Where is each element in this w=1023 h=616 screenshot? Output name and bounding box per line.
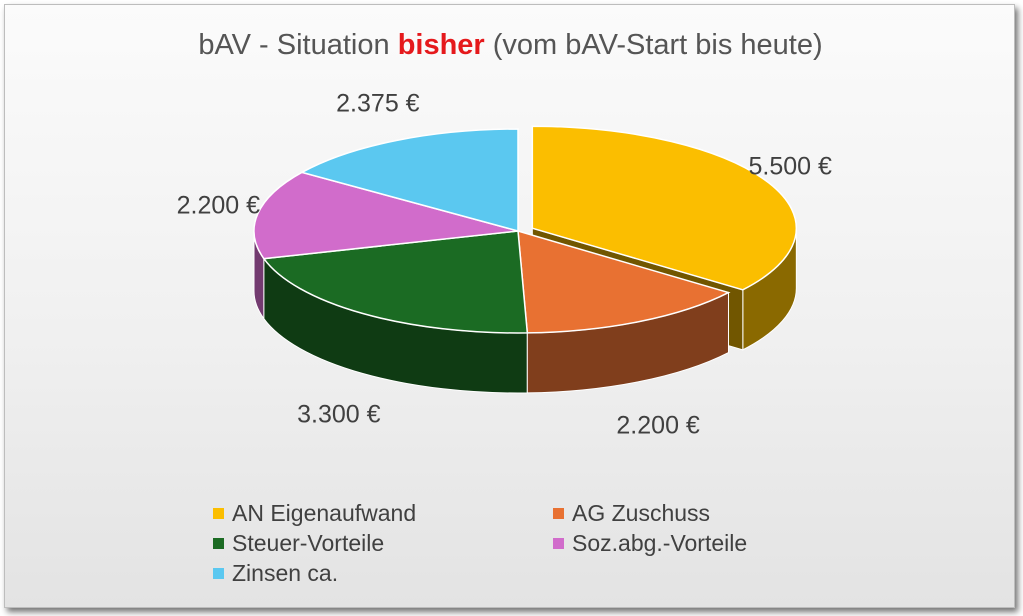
legend-swatch-4 xyxy=(213,568,224,579)
legend-item-4: Zinsen ca. xyxy=(213,560,338,587)
data-label-2: 3.300 € xyxy=(297,400,381,428)
chart-title: bAV - Situation bisher (vom bAV-Start bi… xyxy=(5,29,1016,62)
legend-label-0: AN Eigenaufwand xyxy=(232,500,417,526)
chart-frame: bAV - Situation bisher (vom bAV-Start bi… xyxy=(4,4,1015,608)
legend-label-2: Steuer-Vorteile xyxy=(232,530,385,556)
data-label-1: 2.200 € xyxy=(616,412,700,440)
chart-title-highlight: bisher xyxy=(397,29,485,61)
pie-slice-3 xyxy=(253,171,519,260)
legend-label-1: AG Zuschuss xyxy=(572,500,711,526)
pie-slice-4 xyxy=(300,128,519,232)
legend-swatch-3 xyxy=(553,538,564,549)
legend: AN Eigenaufwand AG Zuschuss Steuer-Vorteil… xyxy=(213,500,853,600)
legend-item-1: AG Zuschuss xyxy=(553,500,710,527)
chart-title-prefix: bAV - Situation xyxy=(198,29,398,61)
pie-tops xyxy=(253,125,798,334)
legend-swatch-2 xyxy=(213,538,224,549)
pie-slice-0 xyxy=(531,125,798,291)
data-label-3: 2.200 € xyxy=(177,192,261,220)
chart-title-suffix: (vom bAV-Start bis heute) xyxy=(484,29,823,61)
legend-label-3: Soz.abg.-Vorteile xyxy=(572,530,748,556)
legend-item-0: AN Eigenaufwand xyxy=(213,500,416,527)
data-label-4: 2.375 € xyxy=(336,90,420,118)
legend-swatch-1 xyxy=(553,508,564,519)
legend-item-2: Steuer-Vorteile xyxy=(213,530,384,557)
data-label-0: 5.500 € xyxy=(748,152,832,180)
legend-item-3: Soz.abg.-Vorteile xyxy=(553,530,747,557)
pie-data-labels: 5.500 € 2.200 € 3.300 € 2.200 € 2.375 € xyxy=(177,90,832,440)
pie-slice-1 xyxy=(517,229,731,334)
pie-slice-2 xyxy=(262,230,529,334)
legend-label-4: Zinsen ca. xyxy=(232,560,339,586)
legend-swatch-0 xyxy=(213,508,224,519)
